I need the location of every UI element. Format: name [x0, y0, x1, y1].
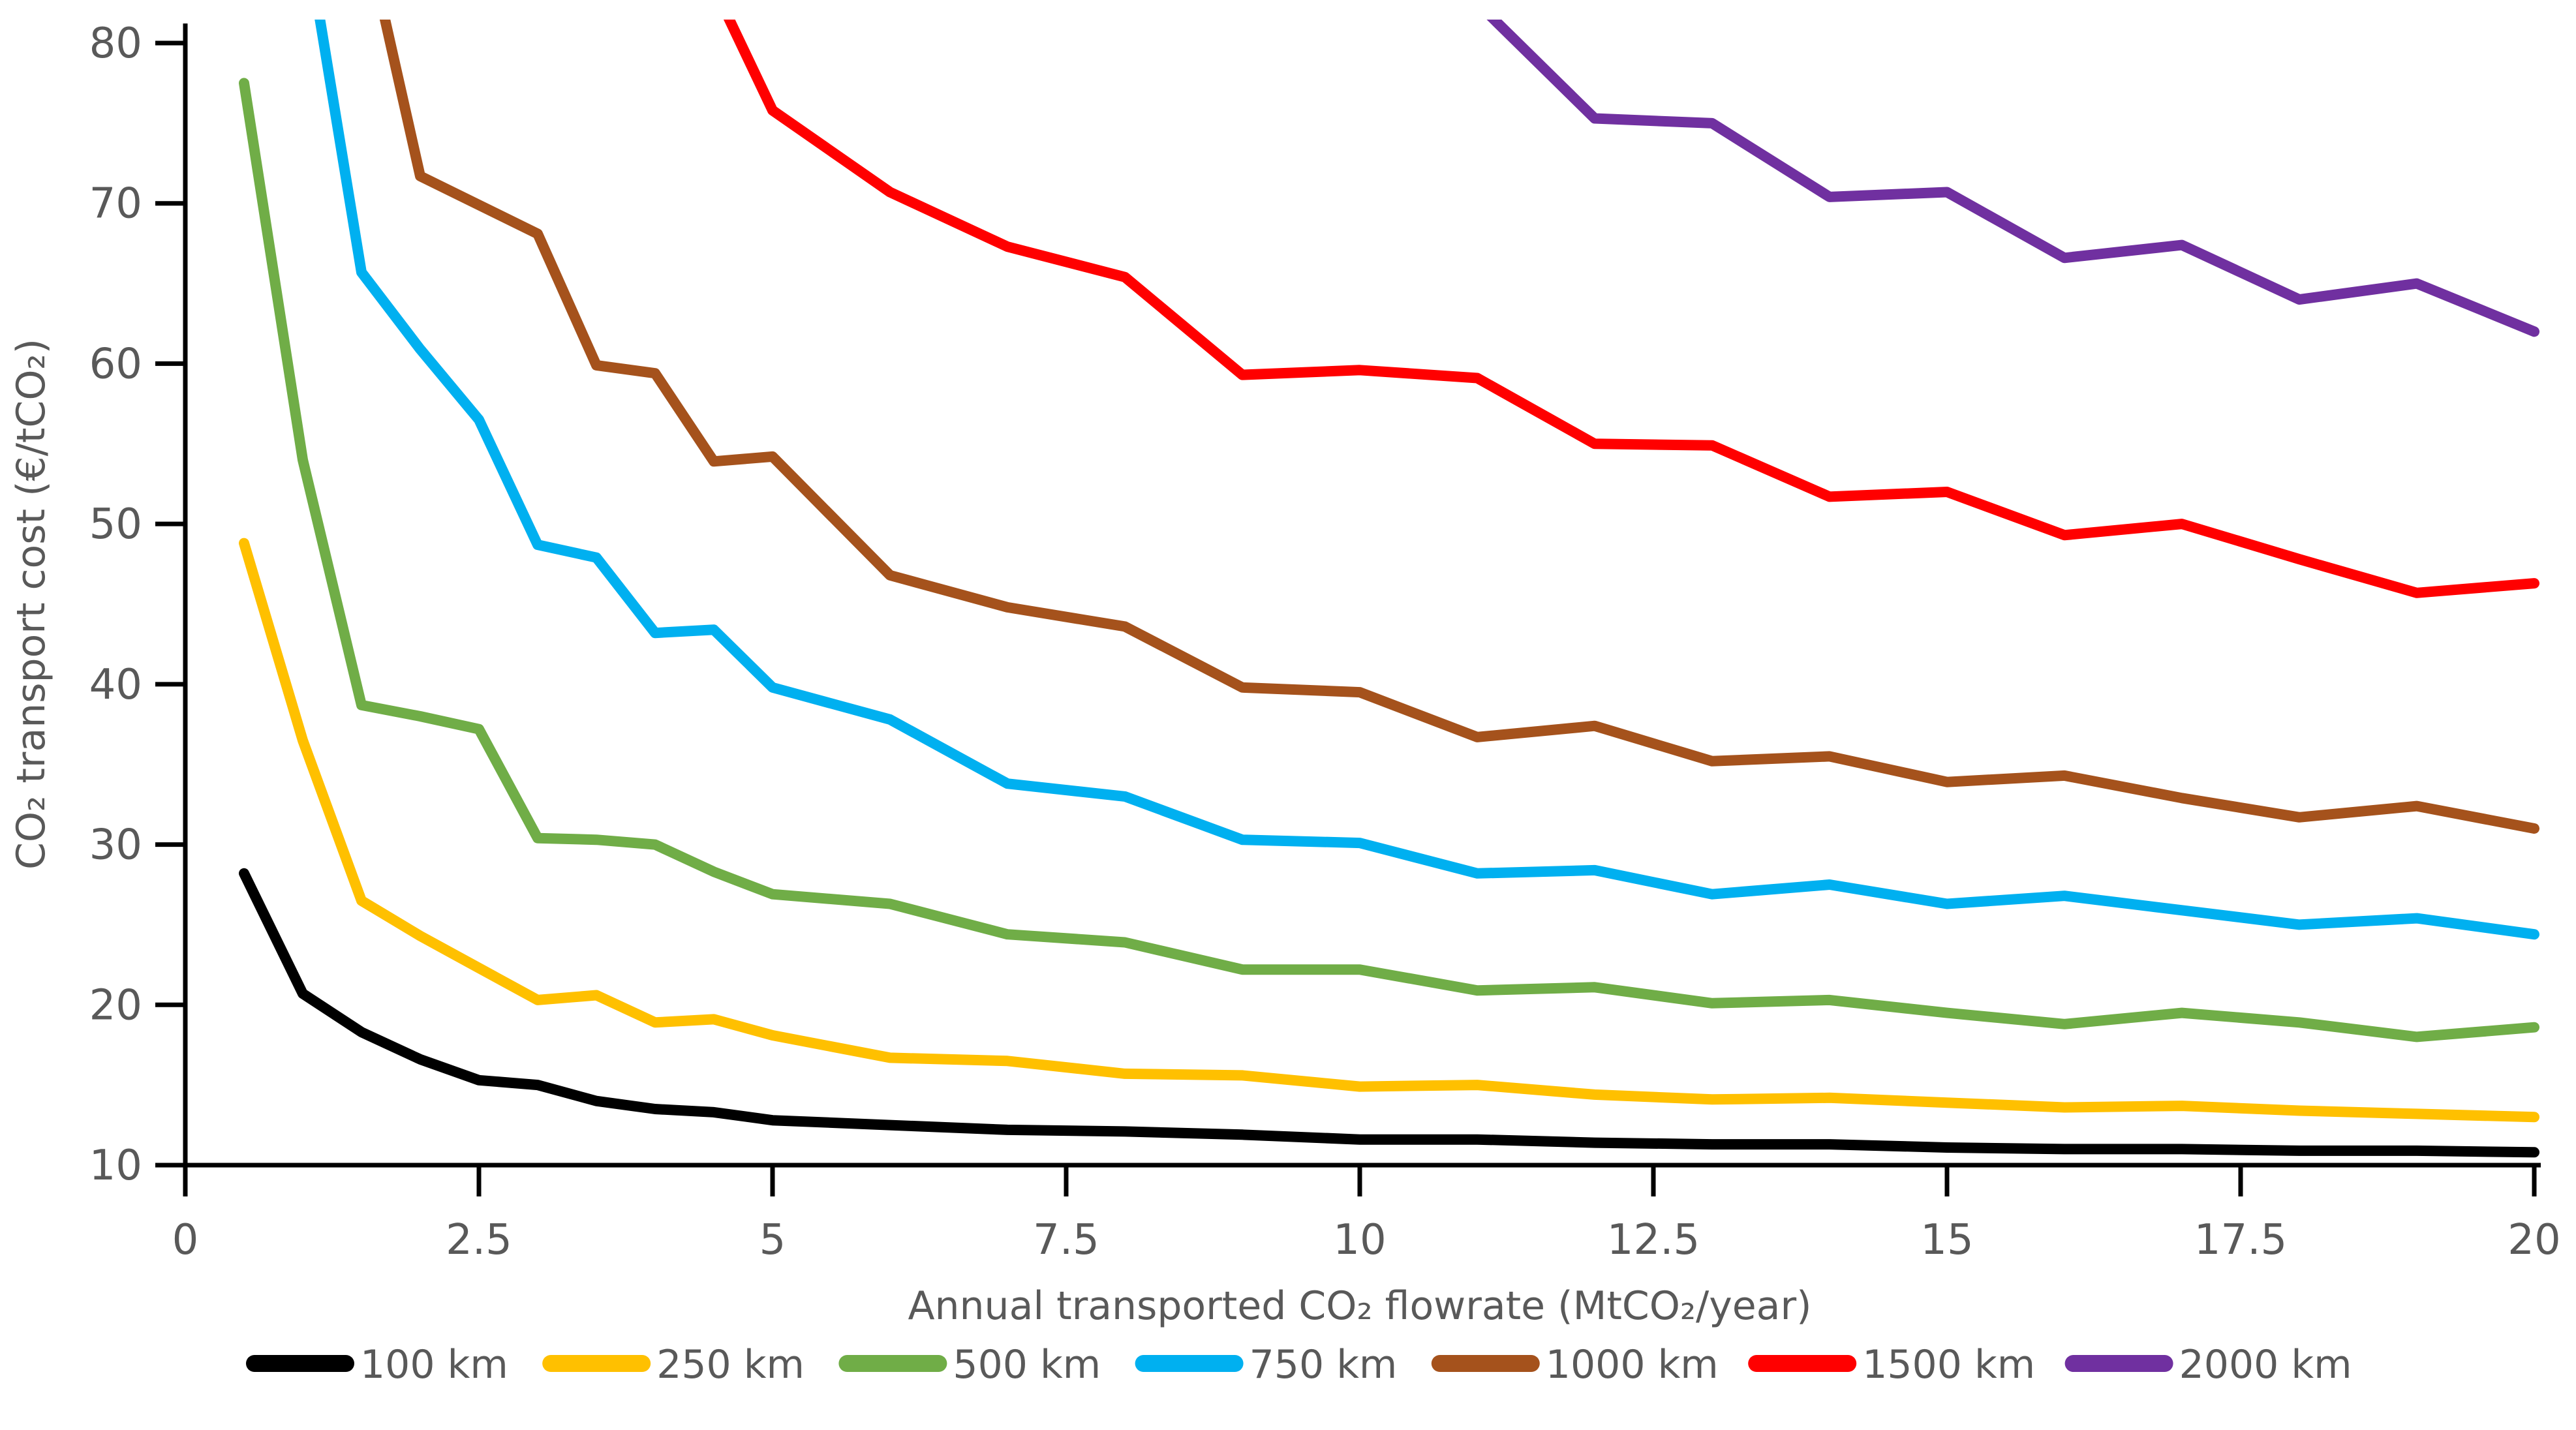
- x-tick-label: 10: [1333, 1216, 1386, 1264]
- x-tick-label: 12.5: [1607, 1216, 1700, 1264]
- legend-item: 250 km: [542, 1342, 805, 1388]
- x-tick-label: 7.5: [1033, 1216, 1099, 1264]
- series-line-1500-km: [723, 20, 2539, 598]
- legend-item: 750 km: [1135, 1342, 1398, 1388]
- legend-item: 1000 km: [1431, 1342, 1719, 1388]
- series-line-500-km: [239, 78, 2539, 1042]
- legend-label: 100 km: [360, 1342, 508, 1388]
- legend: 100 km 250 km 500 km 750 km 1000 km 1500 km 20…: [246, 1342, 2352, 1388]
- legend-label: 1000 km: [1546, 1342, 1719, 1388]
- tick-marks: [155, 40, 2537, 1196]
- legend-label: 2000 km: [2179, 1342, 2352, 1388]
- legend-item: 2000 km: [2064, 1342, 2352, 1388]
- x-tick-label: 17.5: [2194, 1216, 2288, 1264]
- legend-label: 250 km: [656, 1342, 805, 1388]
- y-tick-label: 80: [89, 20, 142, 68]
- series-line-2000-km: [1486, 20, 2539, 337]
- series-line-250-km: [239, 538, 2539, 1123]
- y-tick-label: 70: [89, 180, 142, 228]
- y-tick-label: 40: [89, 661, 142, 709]
- legend-item: 100 km: [246, 1342, 508, 1388]
- y-tick-label: 60: [89, 340, 142, 388]
- x-axis-title: Annual transported CO₂ flowrate (MtCO₂/y…: [908, 1283, 1811, 1329]
- series-line-1000-km: [379, 20, 2539, 834]
- legend-item: 1500 km: [1748, 1342, 2035, 1388]
- series-line-750-km: [314, 20, 2539, 940]
- legend-item: 500 km: [838, 1342, 1101, 1388]
- y-tick-label: 10: [89, 1142, 142, 1190]
- x-tick-label: 15: [1920, 1216, 1973, 1264]
- y-tick-label: 20: [89, 981, 142, 1029]
- y-tick-label: 50: [89, 500, 142, 549]
- y-axis-title: CO₂ transport cost (€/tCO₂): [8, 339, 54, 870]
- data-series: [239, 20, 2539, 1158]
- legend-label: 500 km: [953, 1342, 1101, 1388]
- x-tick-label: 5: [759, 1216, 786, 1264]
- x-tick-label: 20: [2507, 1216, 2560, 1264]
- tick-labels: 10 20 30 40 50 60 70 80 0 2.5 5 7.5 10 12.5 15 17.5 20: [89, 20, 2561, 1264]
- x-tick-label: 0: [172, 1216, 199, 1264]
- legend-label: 750 km: [1250, 1342, 1398, 1388]
- legend-label: 1500 km: [1862, 1342, 2035, 1388]
- x-tick-label: 2.5: [446, 1216, 512, 1264]
- y-tick-label: 30: [89, 821, 142, 870]
- series-line-100-km: [239, 868, 2539, 1158]
- axes: [183, 23, 2541, 1168]
